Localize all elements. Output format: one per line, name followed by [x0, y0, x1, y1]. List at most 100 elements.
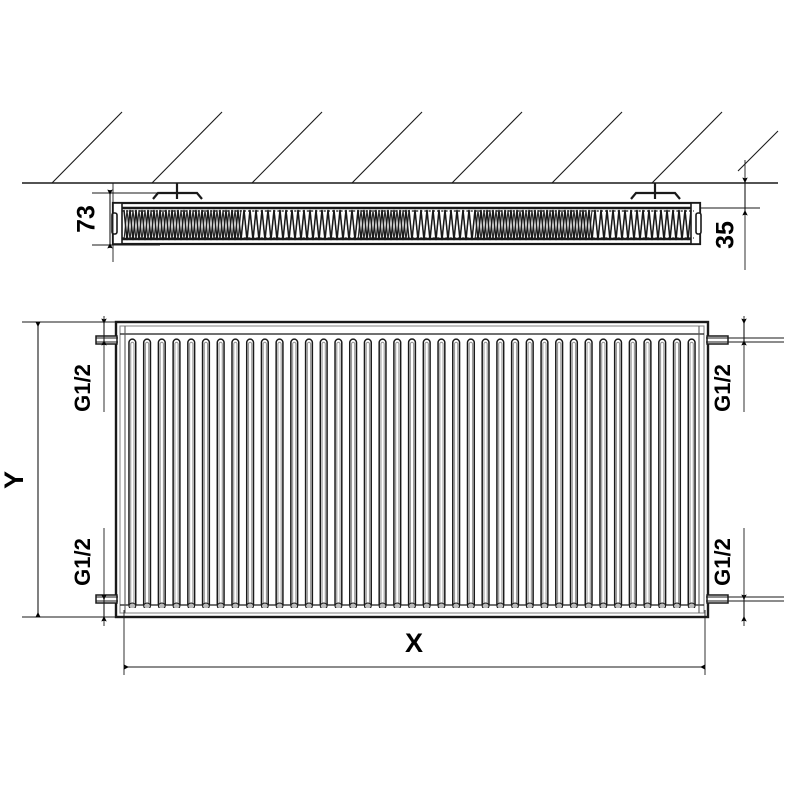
front-view-fin-foot — [157, 602, 166, 608]
front-view-fin-shade — [512, 341, 518, 605]
front-view-fin-shade — [159, 341, 164, 605]
front-view-fin-foot — [511, 602, 519, 608]
connection-stub-top-right — [706, 335, 729, 345]
front-view-fin-foot — [363, 602, 372, 608]
front-view-fin-foot — [290, 602, 299, 608]
front-view-fin — [613, 338, 623, 605]
front-view-fin — [437, 338, 446, 605]
side-view-convector-fins — [122, 209, 694, 241]
front-view-fin-shade — [336, 341, 341, 605]
front-view-fin — [555, 338, 564, 605]
front-view-fin-foot — [231, 602, 240, 608]
front-view-fin-shade — [395, 341, 400, 605]
front-view-fin-foot — [305, 602, 313, 608]
wall-hatching — [51, 111, 779, 184]
front-view-fin-foot — [143, 602, 151, 608]
front-view-fin-foot — [614, 602, 622, 608]
connection-label-bottom-left: G1/2 — [70, 538, 95, 586]
front-view-fin-foot — [643, 602, 652, 608]
connection-dim-bottom-right: G1/2 — [710, 528, 747, 626]
front-view-fin-shade — [262, 341, 267, 605]
front-view-fin-foot — [187, 602, 196, 608]
front-view-fin — [216, 338, 225, 605]
front-view-fin-shade — [630, 341, 635, 605]
front-view-fin — [157, 338, 166, 605]
front-view-fin — [540, 338, 549, 605]
wall-gap-dimension-label: 35 — [712, 221, 740, 249]
wall-group — [22, 111, 779, 184]
front-view-fin — [687, 338, 696, 605]
front-view-fin — [569, 338, 579, 605]
connection-label-bottom-right: G1/2 — [710, 538, 735, 586]
front-view-fin — [658, 338, 667, 605]
front-view-fin-shade — [144, 341, 150, 605]
front-view-fin-shade — [306, 341, 312, 605]
front-view-fin-shade — [498, 341, 503, 605]
front-view-fin — [452, 338, 461, 605]
front-view-fin-foot — [216, 602, 225, 608]
front-view-fin — [628, 338, 637, 605]
front-view-fin-foot — [673, 602, 681, 608]
connection-dim-top-right: G1/2 — [710, 316, 747, 412]
front-view-fin — [378, 338, 387, 605]
front-view-fin-foot — [466, 602, 475, 608]
front-view — [95, 320, 729, 619]
front-view-fin-shade — [483, 341, 488, 605]
front-view-fin-foot — [334, 602, 343, 608]
front-view-fin-foot — [202, 602, 210, 608]
width-dimension: X — [123, 610, 706, 675]
front-view-fin — [275, 338, 284, 605]
front-view-fins — [128, 338, 696, 608]
front-view-fin-foot — [658, 602, 667, 608]
front-view-fin-shade — [674, 341, 680, 605]
front-view-fin-shade — [586, 341, 591, 605]
front-view-fin-shade — [189, 341, 194, 605]
front-view-fin — [260, 338, 269, 605]
front-view-fin — [496, 338, 505, 605]
front-view-fin-shade — [321, 341, 326, 605]
wall-bracket-right — [630, 183, 681, 200]
depth-dimension-label: 73 — [73, 205, 101, 233]
front-view-fin — [525, 338, 534, 605]
front-view-fin-shade — [439, 341, 444, 605]
front-view-fin — [319, 338, 328, 605]
front-view-fin-shade — [292, 341, 297, 605]
front-view-fin-shade — [527, 341, 532, 605]
front-view-fin — [348, 338, 358, 605]
front-view-fin-shade — [615, 341, 621, 605]
front-view-fin-shade — [174, 341, 179, 605]
front-view-fin-shade — [247, 341, 253, 605]
depth-dimension: 73 — [73, 183, 160, 262]
front-view-fin-shade — [409, 341, 415, 605]
front-view-fin — [187, 338, 196, 605]
wall-gap-dimension: 35 — [700, 160, 760, 270]
front-view-fin-foot — [422, 602, 431, 608]
front-view-fin-foot — [525, 602, 534, 608]
front-view-fin — [510, 338, 520, 605]
front-view-fin-shade — [601, 341, 606, 605]
front-view-fin — [142, 338, 152, 605]
front-view-fin-foot — [246, 602, 254, 608]
front-view-fin-shade — [233, 341, 238, 605]
front-view-fin — [672, 338, 682, 605]
front-view-fin-shade — [350, 341, 356, 605]
connection-dim-top-left: G1/2 — [70, 316, 107, 412]
front-view-fin-shade — [571, 341, 577, 605]
front-view-fin-shade — [277, 341, 282, 605]
side-view-right-port — [695, 212, 702, 235]
front-view-fin — [304, 338, 314, 605]
front-view-fin — [422, 338, 431, 605]
wall-bracket-left — [152, 183, 203, 200]
width-dimension-label: X — [405, 628, 423, 658]
front-view-fin-foot — [584, 602, 593, 608]
front-view-fin-shade — [660, 341, 665, 605]
front-view-fin-shade — [453, 341, 459, 605]
front-view-fin-foot — [496, 602, 505, 608]
front-view-fin — [172, 338, 181, 605]
front-view-fin-foot — [570, 602, 578, 608]
connection-stub-bottom-right — [706, 594, 729, 604]
front-view-fin — [201, 338, 211, 605]
front-view-fin-foot — [393, 602, 402, 608]
